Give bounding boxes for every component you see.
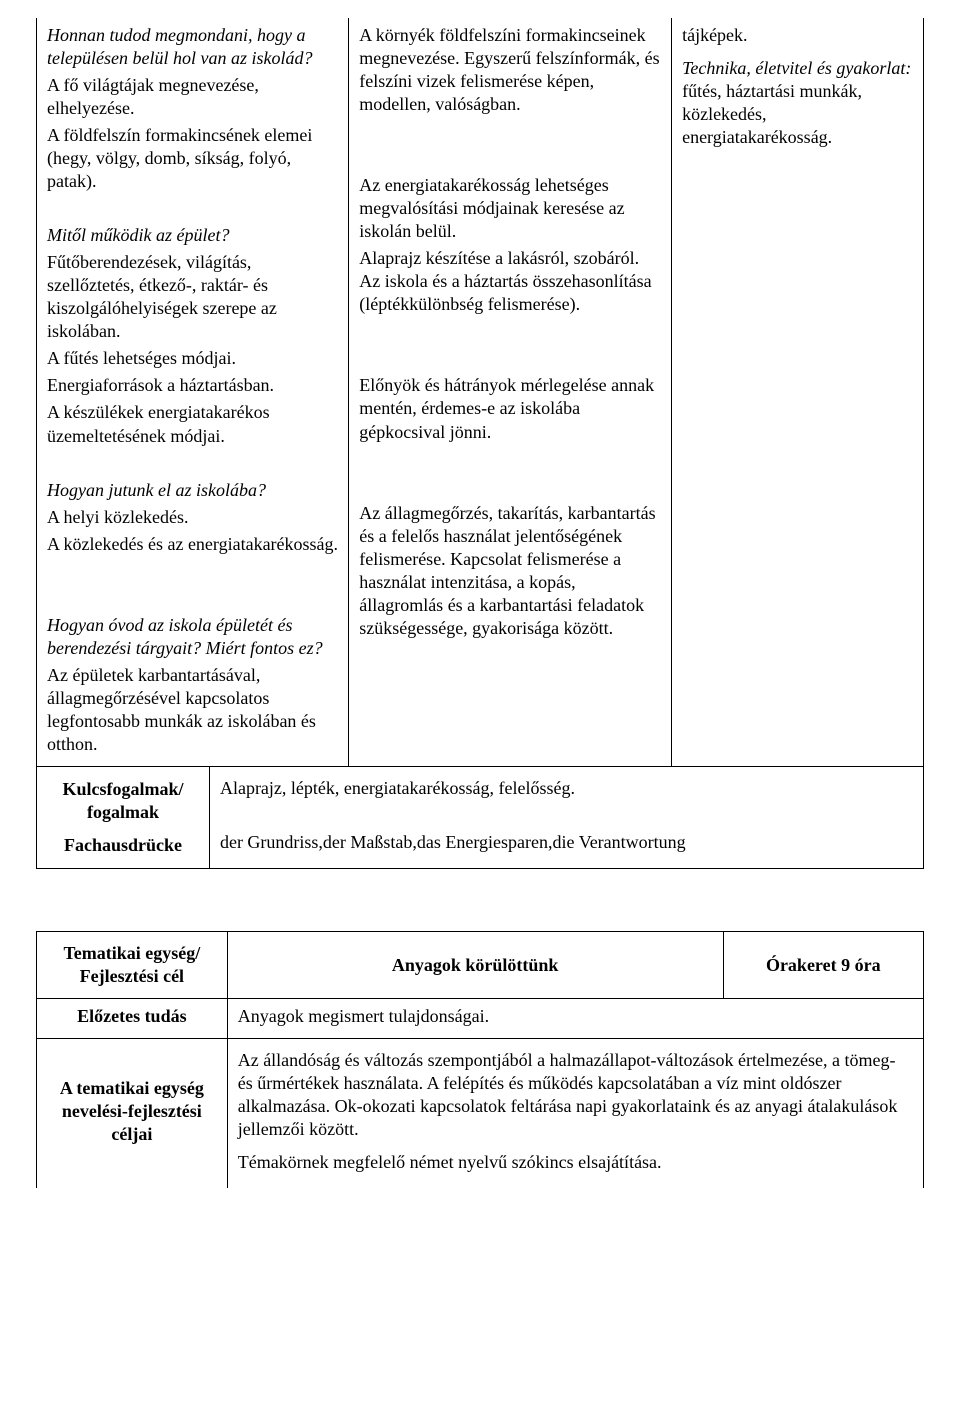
key-terms-label-2: Fachausdrücke [43, 834, 203, 857]
unit-hours: Órakeret 9 óra [723, 932, 923, 999]
question-4: Hogyan óvod az iskola épületét és berend… [47, 615, 323, 658]
text: A tematikai egység nevelési-fejlesztési … [43, 1077, 221, 1146]
curriculum-table-2: Tematikai egység/ Fejlesztési cél Anyago… [36, 931, 924, 1188]
prior-knowledge-label: Előzetes tudás [37, 999, 228, 1039]
text: A közlekedés és az energiatakarékosság. [47, 533, 338, 556]
col-activities: A környék földfelszíni formakincseinek m… [349, 18, 672, 766]
text: Alaprajz készítése a lakásról, szobáról.… [359, 247, 661, 316]
text: Előzetes tudás [43, 1005, 221, 1028]
key-terms-label-1: Kulcsfogalmak/ fogalmak [43, 778, 203, 824]
question-1: Honnan tudod megmondani, hogy a települé… [47, 25, 312, 68]
text: Az épületek karbantartásával, állagmegőr… [47, 664, 338, 756]
text: A fűtés lehetséges módjai. [47, 347, 338, 370]
text: A környék földfelszíni formakincseinek m… [359, 24, 661, 116]
unit-title: Anyagok körülöttünk [227, 932, 723, 999]
text: A fő világtájak megnevezése, elhelyezése… [47, 74, 338, 120]
text: Energiaforrások a háztartásban. [47, 374, 338, 397]
text: Előnyök és hátrányok mérlegelése annak m… [359, 374, 661, 443]
goals-value: Az állandóság és változás szempontjából … [227, 1039, 923, 1189]
goals-label: A tematikai egység nevelési-fejlesztési … [37, 1039, 228, 1189]
text: Fűtőberendezések, világítás, szellőzteté… [47, 251, 338, 343]
key-terms-table: Kulcsfogalmak/ fogalmak Fachausdrücke Al… [36, 766, 924, 869]
unit-label: Tematikai egység/ Fejlesztési cél [37, 932, 228, 999]
text: A földfelszín formakincsének elemei (heg… [47, 124, 338, 193]
text: A helyi közlekedés. [47, 506, 338, 529]
key-terms-hungarian: Alaprajz, lépték, energiatakarékosság, f… [220, 777, 913, 800]
text: Az állagmegőrzés, takarítás, karbantartá… [359, 502, 661, 640]
text: Technika, életvitel és gyakorlat: fűtés,… [682, 57, 913, 149]
text: Az energiatakarékosság lehetséges megval… [359, 174, 661, 243]
curriculum-table-1: Honnan tudod megmondani, hogy a települé… [36, 18, 924, 767]
key-terms-german: der Grundriss,der Maßstab,das Energiespa… [220, 831, 913, 854]
key-terms-label-cell: Kulcsfogalmak/ fogalmak Fachausdrücke [37, 766, 210, 868]
question-2: Mitől működik az épület? [47, 225, 229, 245]
text: Tematikai egység/ Fejlesztési cél [43, 942, 221, 988]
text: tájképek. [682, 24, 913, 47]
text: Témakörnek megfelelő német nyelvű szókin… [238, 1151, 913, 1174]
col-connections: tájképek. Technika, életvitel és gyakorl… [672, 18, 924, 766]
text: A készülékek energiatakarékos üzemelteté… [47, 401, 338, 447]
text: Órakeret 9 óra [730, 954, 917, 977]
text: Anyagok megismert tulajdonságai. [238, 1005, 913, 1028]
col-questions: Honnan tudod megmondani, hogy a települé… [37, 18, 349, 766]
text: Az állandóság és változás szempontjából … [238, 1049, 913, 1141]
text: Anyagok körülöttünk [234, 954, 717, 977]
subject-label: Technika, életvitel és gyakorlat: [682, 58, 911, 78]
question-3: Hogyan jutunk el az iskolába? [47, 480, 266, 500]
key-terms-values: Alaprajz, lépték, energiatakarékosság, f… [209, 766, 923, 868]
text: fűtés, háztartási munkák, közlekedés, en… [682, 81, 862, 147]
prior-knowledge-value: Anyagok megismert tulajdonságai. [227, 999, 923, 1039]
